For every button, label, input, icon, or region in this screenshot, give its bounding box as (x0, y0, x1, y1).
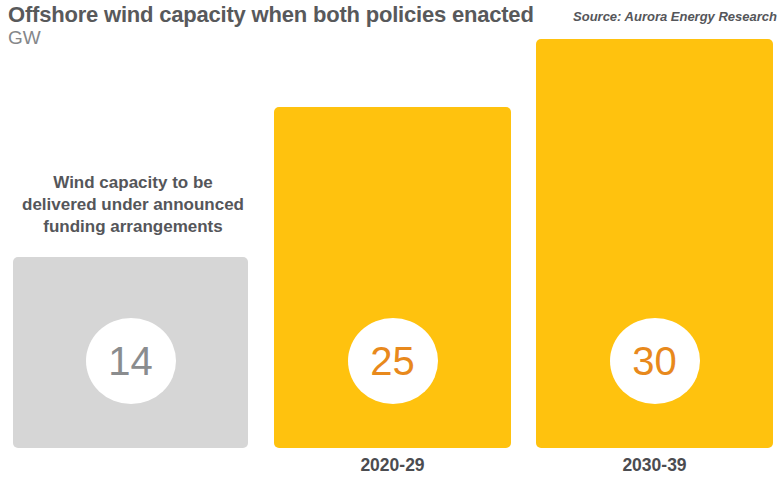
value-badge-2030-39: 30 (610, 318, 700, 404)
value-badge-2020-29: 25 (348, 318, 438, 404)
chart-canvas: Offshore wind capacity when both policie… (0, 0, 780, 490)
value-badge-announced-funding: 14 (86, 318, 176, 404)
value-label: 25 (370, 341, 415, 381)
plot-area: 14 25 2020-29 30 2030-39 (0, 0, 780, 490)
x-tick-2030-39: 2030-39 (536, 455, 773, 476)
value-label: 14 (108, 341, 153, 381)
value-label: 30 (632, 341, 677, 381)
x-tick-2020-29: 2020-29 (274, 455, 511, 476)
